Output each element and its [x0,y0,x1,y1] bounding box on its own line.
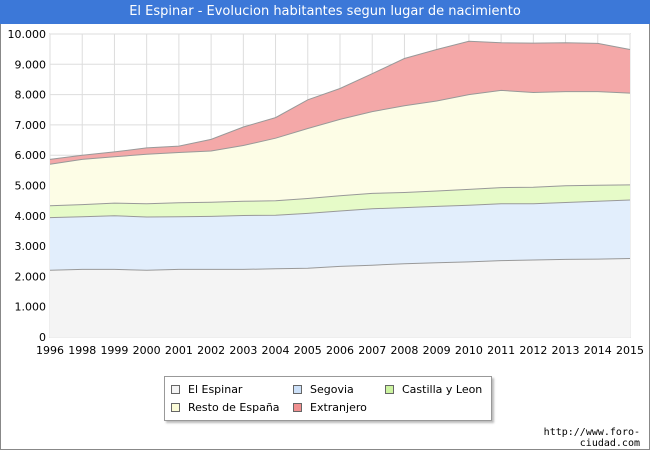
x-tick-label: 2000 [133,344,161,357]
y-tick-label: 2.000 [15,270,47,283]
y-tick-label: 7.000 [15,119,47,132]
y-tick-label: 3.000 [15,240,47,253]
y-tick-label: 5.000 [15,180,47,193]
x-tick-label: 2006 [326,344,354,357]
x-tick-label: 2003 [229,344,257,357]
x-tick-label: 2013 [552,344,580,357]
y-tick-label: 4.000 [15,210,47,223]
y-tick-label: 0 [39,331,46,344]
line-resto-de-espana [49,89,631,165]
area-segovia [50,200,630,271]
series-areas [50,41,630,337]
legend: El Espinar Segovia Castilla y Leon Resto… [164,376,492,421]
y-tick-label: 9.000 [15,58,47,71]
legend-label-segovia: Segovia [310,383,354,396]
y-tick-label: 8.000 [15,89,47,102]
line-el-espinar [49,258,631,271]
source-url: http://www.foro-ciudad.com [543,427,640,449]
y-axis-ticks: 0 1.000 2.000 3.000 4.000 5.000 6.000 7.000 8.00… [8,28,47,344]
line-segovia [49,199,631,219]
area-el-espinar [50,258,630,337]
series-lines [49,40,631,271]
chart-title: El Espinar - Evolucion habitantes segun … [129,4,521,19]
x-tick-label: 2009 [423,344,451,357]
x-axis-ticks: 1996 1998 1999 2000 2001 2002 2003 2004 2005 2006… [36,344,644,357]
legend-label-extranjero: Extranjero [310,401,367,414]
x-tick-label: 2012 [519,344,547,357]
x-tick-label: 2015 [616,344,644,357]
x-tick-label: 2002 [197,344,225,357]
legend-swatch-extranjero [293,403,302,412]
x-tick-label: 2005 [294,344,322,357]
legend-label-resto-de-espana: Resto de España [188,401,280,414]
legend-label-el-espinar: El Espinar [188,383,243,396]
legend-label-castilla-y-leon: Castilla y Leon [402,383,483,396]
x-tick-label: 2010 [455,344,483,357]
area-castilla-y-leon [50,184,630,218]
x-tick-label: 2001 [165,344,193,357]
x-tick-label: 2008 [390,344,418,357]
x-tick-label: 2011 [487,344,515,357]
x-tick-label: 2014 [584,344,612,357]
line-castilla-y-leon [49,184,631,207]
y-tick-label: 1.000 [15,301,47,314]
area-extranjero [50,41,630,165]
legend-swatch-segovia [293,385,302,394]
line-extranjero [49,40,631,160]
x-tick-label: 1996 [36,344,64,357]
legend-swatch-castilla-y-leon [385,385,394,394]
x-tick-label: 2007 [358,344,386,357]
x-tick-label: 2004 [262,344,290,357]
area-resto-de-espana [50,90,630,206]
legend-swatch-el-espinar [171,385,180,394]
legend-swatch-resto-de-espana [171,403,180,412]
y-tick-label: 10.000 [8,28,47,41]
x-tick-label: 1999 [100,344,128,357]
y-tick-label: 6.000 [15,149,47,162]
title-bar [0,0,650,24]
x-tick-label: 1998 [68,344,96,357]
